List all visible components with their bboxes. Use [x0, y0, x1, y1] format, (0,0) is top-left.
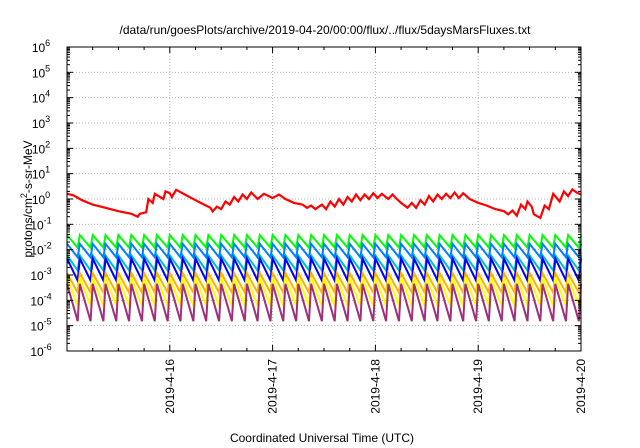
y-tick-label: 104	[32, 89, 50, 106]
series-line-8	[66, 283, 582, 322]
y-tick-label: 10-5	[30, 317, 51, 334]
series-line-5	[66, 254, 582, 285]
y-tick-label: 105	[32, 63, 50, 80]
x-tick-label: 2019-4-19	[471, 359, 485, 414]
y-tick-label: 10-1	[30, 215, 51, 232]
plot-frame	[66, 46, 582, 352]
y-tick-label: 10-4	[30, 291, 51, 308]
chart-title: /data/run/goesPlots/archive/2019-04-20/0…	[120, 23, 532, 37]
y-tick-label: 10-6	[30, 342, 51, 359]
y-axis-label: protons/cm2-s-sr-MeV	[19, 140, 35, 257]
series-line-1	[66, 187, 582, 220]
series-lines	[66, 187, 582, 322]
x-axis-label: Coordinated Universal Time (UTC)	[230, 431, 414, 445]
x-tick-label: 2019-4-16	[163, 359, 177, 414]
y-tick-label: 10-2	[30, 241, 51, 258]
y-tick-label: 106	[32, 38, 50, 55]
y-tick-label: 10-3	[30, 266, 51, 283]
series-line-2	[66, 232, 582, 251]
grid-lines	[67, 47, 581, 351]
y-tick-label: 103	[32, 114, 50, 131]
series-line-3	[66, 241, 582, 260]
axis-ticks: 10-6 10-5 10-4 10-3 10-2 10-1 100 101 102 103 104 1…	[30, 38, 588, 414]
y-tick-label: 102	[32, 139, 50, 156]
x-tick-label: 2019-4-20	[574, 359, 588, 414]
x-tick-label: 2019-4-18	[368, 359, 382, 414]
y-tick-label: 100	[32, 190, 50, 207]
y-tick-label: 101	[32, 165, 50, 182]
x-tick-label: 2019-4-17	[266, 359, 280, 414]
